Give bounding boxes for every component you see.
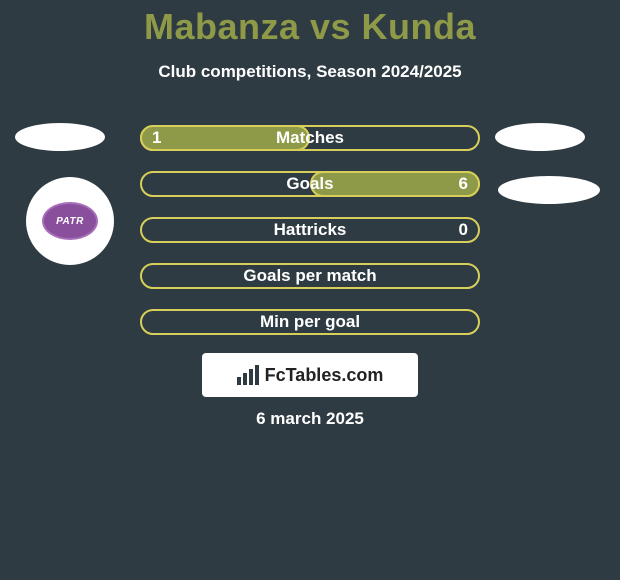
stat-bar-track: [140, 217, 480, 243]
footer-date: 6 march 2025: [0, 409, 620, 429]
subtitle: Club competitions, Season 2024/2025: [0, 62, 620, 82]
stat-bar-left-fill: [140, 125, 310, 151]
stat-bar-right-fill: [310, 171, 480, 197]
stat-bar-track: [140, 309, 480, 335]
team-left-badge: PATR: [26, 177, 114, 265]
bars-icon: [237, 365, 259, 385]
stat-bar-track: [140, 263, 480, 289]
infographic-canvas: Mabanza vs Kunda Club competitions, Seas…: [0, 0, 620, 580]
player-right-placeholder: [495, 123, 585, 151]
player-left-placeholder: [15, 123, 105, 151]
source-badge-text: FcTables.com: [265, 365, 384, 386]
team-right-placeholder: [498, 176, 600, 204]
source-badge: FcTables.com: [202, 353, 418, 397]
page-title: Mabanza vs Kunda: [0, 6, 620, 48]
team-left-badge-label: PATR: [42, 202, 98, 241]
